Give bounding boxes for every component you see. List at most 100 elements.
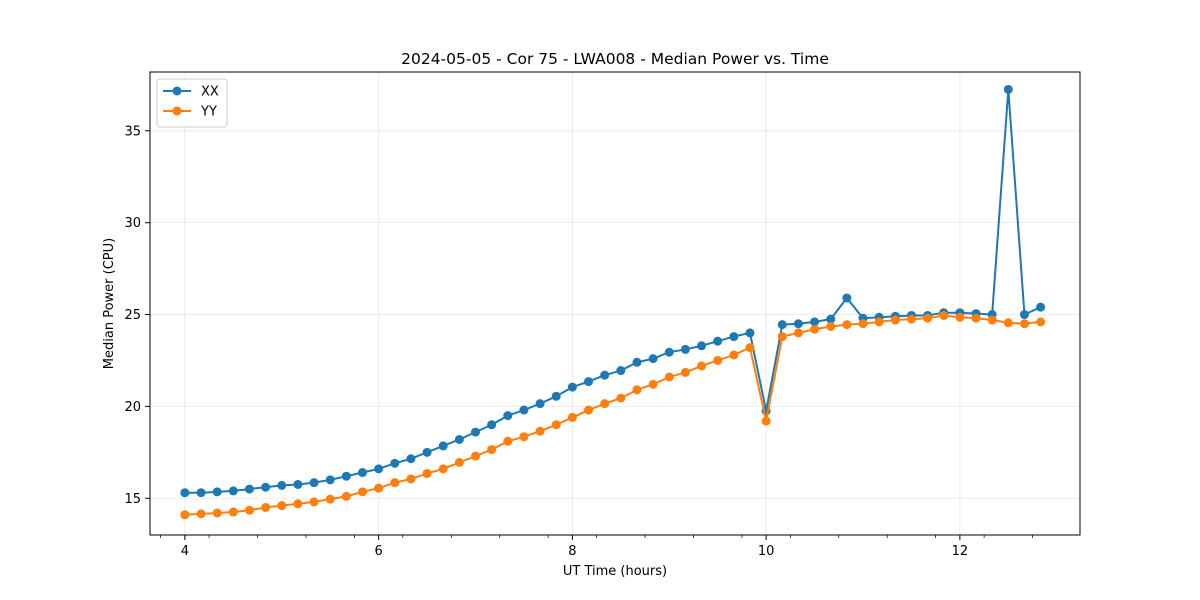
data-point-yy bbox=[1036, 317, 1046, 327]
data-point-yy bbox=[212, 508, 222, 518]
data-point-yy bbox=[890, 315, 900, 325]
data-point-xx bbox=[584, 377, 594, 387]
data-point-yy bbox=[293, 499, 303, 509]
data-point-yy bbox=[761, 416, 771, 426]
data-point-xx bbox=[228, 486, 238, 496]
chart-title: 2024-05-05 - Cor 75 - LWA008 - Median Po… bbox=[401, 50, 829, 68]
data-point-xx bbox=[777, 320, 787, 330]
x-axis-label: UT Time (hours) bbox=[563, 564, 667, 579]
data-point-xx bbox=[1036, 302, 1046, 312]
data-point-xx bbox=[1019, 310, 1029, 320]
data-point-yy bbox=[697, 361, 707, 371]
data-point-xx bbox=[567, 382, 577, 392]
data-point-xx bbox=[261, 482, 271, 492]
data-point-xx bbox=[325, 475, 335, 485]
data-point-xx bbox=[648, 354, 658, 364]
legend: XX YY bbox=[156, 78, 228, 128]
data-point-yy bbox=[374, 483, 384, 493]
data-point-yy bbox=[519, 432, 529, 442]
data-point-xx bbox=[680, 344, 690, 354]
data-point-xx bbox=[793, 319, 803, 329]
data-point-xx bbox=[390, 458, 400, 468]
data-point-xx bbox=[357, 468, 367, 478]
data-point-xx bbox=[664, 347, 674, 357]
data-point-yy bbox=[567, 412, 577, 422]
legend-marker-yy bbox=[172, 106, 182, 116]
data-point-yy bbox=[390, 478, 400, 488]
data-point-yy bbox=[1019, 319, 1029, 329]
data-point-yy bbox=[745, 343, 755, 353]
data-point-yy bbox=[810, 324, 820, 334]
data-point-yy bbox=[438, 464, 448, 474]
data-point-yy bbox=[341, 491, 351, 501]
data-point-xx bbox=[810, 317, 820, 327]
x-tick-label: 12 bbox=[952, 544, 969, 559]
data-point-xx bbox=[244, 484, 254, 494]
data-point-xx bbox=[487, 420, 497, 430]
data-point-yy bbox=[664, 372, 674, 382]
data-point-xx bbox=[422, 447, 432, 457]
data-point-xx bbox=[826, 314, 836, 324]
x-tick-label: 4 bbox=[181, 544, 189, 559]
x-tick-label: 8 bbox=[568, 544, 576, 559]
legend-label-yy: YY bbox=[200, 105, 217, 120]
data-point-xx bbox=[454, 434, 464, 444]
data-point-xx bbox=[697, 341, 707, 351]
data-point-yy bbox=[261, 502, 271, 512]
data-point-yy bbox=[422, 468, 432, 478]
data-point-yy bbox=[987, 315, 997, 325]
data-point-xx bbox=[503, 411, 513, 421]
legend-marker-xx bbox=[172, 86, 182, 96]
data-point-yy bbox=[955, 312, 965, 322]
data-point-xx bbox=[535, 399, 545, 409]
y-tick-label: 25 bbox=[124, 308, 141, 323]
ticks: 4 6 8 10 12 15 20 25 30 35 bbox=[124, 124, 1033, 559]
series-layer bbox=[180, 84, 1046, 520]
y-axis-label: Median Power (CPU) bbox=[102, 238, 117, 369]
data-point-xx bbox=[713, 336, 723, 346]
data-point-xx bbox=[842, 293, 852, 303]
data-point-xx bbox=[374, 464, 384, 474]
grid bbox=[150, 72, 1080, 535]
data-point-yy bbox=[713, 355, 723, 365]
data-point-xx bbox=[196, 488, 206, 498]
data-point-yy bbox=[325, 494, 335, 504]
data-point-xx bbox=[745, 328, 755, 338]
data-point-xx bbox=[212, 487, 222, 497]
data-point-yy bbox=[826, 321, 836, 331]
data-point-xx bbox=[600, 370, 610, 380]
data-point-xx bbox=[729, 332, 739, 342]
data-point-yy bbox=[923, 313, 933, 323]
data-point-yy bbox=[842, 320, 852, 330]
y-tick-label: 20 bbox=[124, 400, 141, 415]
x-tick-label: 10 bbox=[758, 544, 775, 559]
data-point-yy bbox=[971, 313, 981, 323]
data-point-xx bbox=[180, 488, 190, 498]
data-point-xx bbox=[309, 478, 319, 488]
data-point-xx bbox=[341, 471, 351, 481]
data-point-yy bbox=[244, 505, 254, 515]
data-point-yy bbox=[777, 332, 787, 342]
data-point-yy bbox=[616, 393, 626, 403]
data-point-xx bbox=[616, 366, 626, 376]
plot-frame bbox=[149, 71, 1081, 536]
legend-label-xx: XX bbox=[201, 85, 219, 100]
data-point-yy bbox=[939, 310, 949, 320]
data-point-xx bbox=[471, 427, 480, 437]
data-point-yy bbox=[600, 399, 610, 409]
data-point-yy bbox=[551, 420, 561, 430]
data-point-xx bbox=[438, 441, 448, 451]
data-point-yy bbox=[228, 507, 238, 517]
data-point-yy bbox=[648, 379, 658, 389]
data-point-yy bbox=[632, 385, 642, 395]
data-point-yy bbox=[680, 367, 690, 377]
data-point-xx bbox=[406, 454, 416, 464]
data-point-xx bbox=[277, 480, 287, 490]
data-point-yy bbox=[471, 451, 480, 461]
data-point-xx bbox=[632, 357, 642, 367]
data-point-xx bbox=[519, 405, 529, 415]
y-tick-label: 30 bbox=[124, 216, 141, 231]
data-point-xx bbox=[1003, 84, 1013, 94]
data-point-yy bbox=[487, 445, 497, 455]
